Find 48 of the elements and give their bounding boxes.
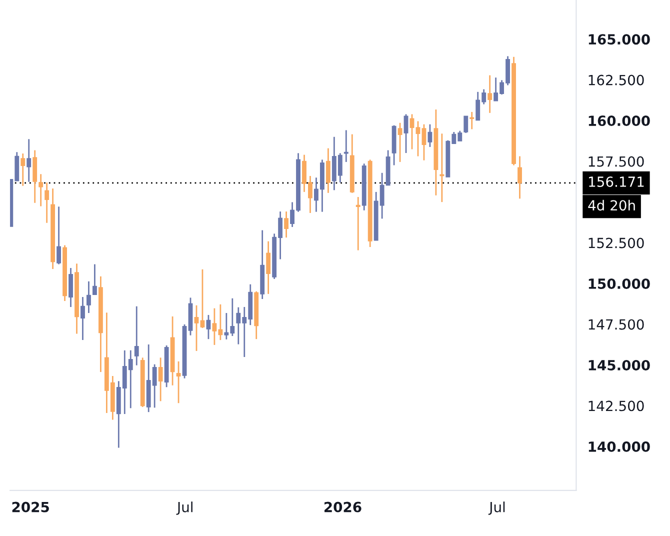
candlestick bbox=[26, 138, 32, 183]
candlestick bbox=[518, 156, 522, 200]
candlestick bbox=[158, 356, 163, 402]
candlestick bbox=[80, 296, 85, 341]
candlestick bbox=[488, 74, 492, 114]
y-tick-label: 145.000 bbox=[588, 360, 650, 370]
y-tick-label: 160.000 bbox=[588, 116, 650, 126]
y-tick-label: 152.500 bbox=[588, 238, 644, 248]
ref-line-label: 156.171 bbox=[589, 176, 644, 187]
y-tick-label: 162.500 bbox=[588, 74, 644, 86]
candlestick bbox=[32, 150, 38, 204]
candlestick bbox=[284, 210, 288, 238]
candlestick bbox=[206, 314, 211, 340]
candlestick bbox=[422, 124, 426, 162]
x-tick-label: 2026 bbox=[324, 502, 362, 512]
candlestick bbox=[44, 182, 50, 224]
candlestick bbox=[416, 120, 420, 157]
candlestick bbox=[326, 148, 330, 194]
candlestick bbox=[20, 152, 26, 187]
candlestick bbox=[470, 111, 474, 130]
y-tick-label: 157.500 bbox=[588, 156, 644, 167]
y-tick-label: 165.000 bbox=[588, 34, 650, 45]
candlestick bbox=[56, 206, 62, 265]
x-tick-label: Jul bbox=[176, 502, 192, 515]
y-tick-label: 150.000 bbox=[588, 278, 650, 289]
candlestick bbox=[398, 122, 402, 163]
candlestick bbox=[344, 129, 348, 163]
candlestick bbox=[356, 196, 360, 251]
candlestick bbox=[134, 306, 139, 366]
candlestick bbox=[440, 132, 444, 203]
candlestick bbox=[86, 280, 91, 314]
candlestick bbox=[266, 240, 271, 295]
y-tick-label: 142.500 bbox=[588, 400, 644, 412]
candlestick bbox=[194, 304, 199, 352]
x-tick-label: Jul bbox=[488, 502, 505, 515]
candlestick bbox=[200, 268, 205, 329]
y-tick-label: 147.500 bbox=[588, 319, 644, 330]
candlestick bbox=[38, 173, 44, 207]
x-tick-label: 2025 bbox=[12, 502, 49, 512]
candlestick bbox=[464, 115, 468, 134]
candlestick bbox=[404, 114, 408, 154]
candlestick bbox=[92, 264, 97, 296]
candlestick bbox=[176, 360, 181, 404]
y-tick-label: 140.000 bbox=[588, 441, 650, 452]
text: 4d 20h bbox=[588, 200, 635, 211]
candlestick bbox=[410, 114, 414, 150]
candlestick bbox=[68, 267, 73, 308]
candlestick bbox=[428, 124, 432, 148]
